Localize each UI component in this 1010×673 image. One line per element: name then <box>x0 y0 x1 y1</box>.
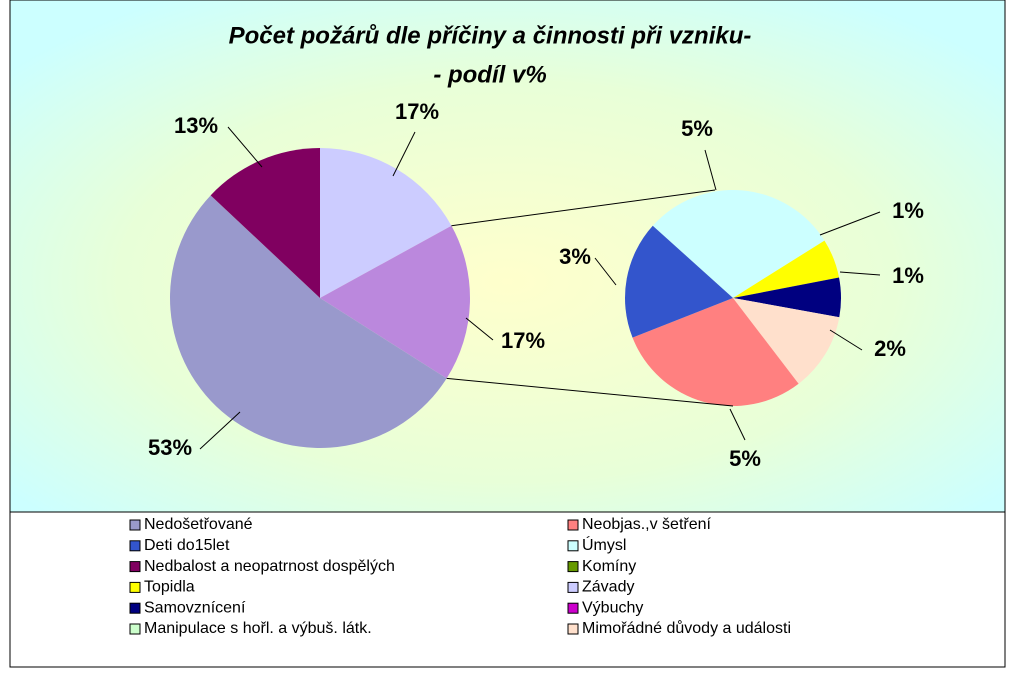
legend-swatch <box>129 561 141 573</box>
leader-line <box>729 408 746 441</box>
leader-line <box>227 126 263 168</box>
data-label: 2% <box>874 336 906 361</box>
legend-label: Neobjas.,v šetření <box>582 516 712 533</box>
legend-label: Deti do15let <box>144 537 230 554</box>
legend-swatch <box>567 581 579 593</box>
data-label: 1% <box>892 263 924 288</box>
legend-label: Závady <box>582 579 634 596</box>
legend-swatch <box>129 540 141 552</box>
legend-swatch <box>129 623 141 635</box>
pie-slice <box>632 298 799 406</box>
chart-title: - podíl v% <box>433 61 546 88</box>
legend-swatch <box>567 519 579 531</box>
legend-swatch <box>567 623 579 635</box>
data-label: 5% <box>729 446 761 471</box>
legend-area <box>9 511 1006 668</box>
leader-line <box>594 257 617 286</box>
data-label: 13% <box>174 113 218 138</box>
legend-label: Manipulace s hořl. a výbuš. látk. <box>144 620 372 637</box>
legend-swatch <box>129 602 141 614</box>
legend-label: Mimořádné důvody a události <box>582 619 791 637</box>
legend-swatch <box>567 561 579 573</box>
legend-label: Výbuchy <box>582 599 643 616</box>
leader-line <box>199 411 241 450</box>
legend-label: Nedošetřované <box>144 516 253 533</box>
pie-slice <box>733 298 840 384</box>
data-label: 1% <box>892 198 924 223</box>
pie-slice <box>733 240 840 298</box>
data-label: 17% <box>395 99 439 124</box>
leader-line <box>465 317 494 341</box>
data-label: 5% <box>681 116 713 141</box>
legend-swatch <box>129 581 141 593</box>
chart-title: Počet požárů dle příčiny a činnosti při … <box>229 22 752 49</box>
legend-label: Samovznícení <box>144 599 246 616</box>
pie-slice <box>210 148 320 298</box>
pie-slice <box>320 225 471 379</box>
legend-swatch <box>567 540 579 552</box>
leader-line <box>704 149 717 191</box>
pie-slice <box>170 195 447 448</box>
connector-line <box>451 189 716 227</box>
data-label: 53% <box>148 435 192 460</box>
legend-swatch <box>567 602 579 614</box>
legend-swatch <box>129 519 141 531</box>
data-label: 17% <box>501 328 545 353</box>
plot-area <box>9 0 1006 513</box>
pie-slice <box>320 148 452 298</box>
legend-label: Komíny <box>582 558 636 575</box>
data-label: 3% <box>559 244 591 269</box>
connector-line <box>446 377 734 407</box>
leader-line <box>829 329 863 351</box>
pie-slice <box>733 277 842 318</box>
legend-label: Topidla <box>144 579 195 596</box>
legend-label: Úmysl <box>582 535 626 554</box>
pie-slice <box>625 225 733 338</box>
leader-line <box>392 131 416 177</box>
legend-label: Nedbalost a neopatrnost dospělých <box>144 558 395 575</box>
leader-line <box>819 211 881 236</box>
leader-line <box>839 271 881 276</box>
pie-slice <box>652 189 825 298</box>
